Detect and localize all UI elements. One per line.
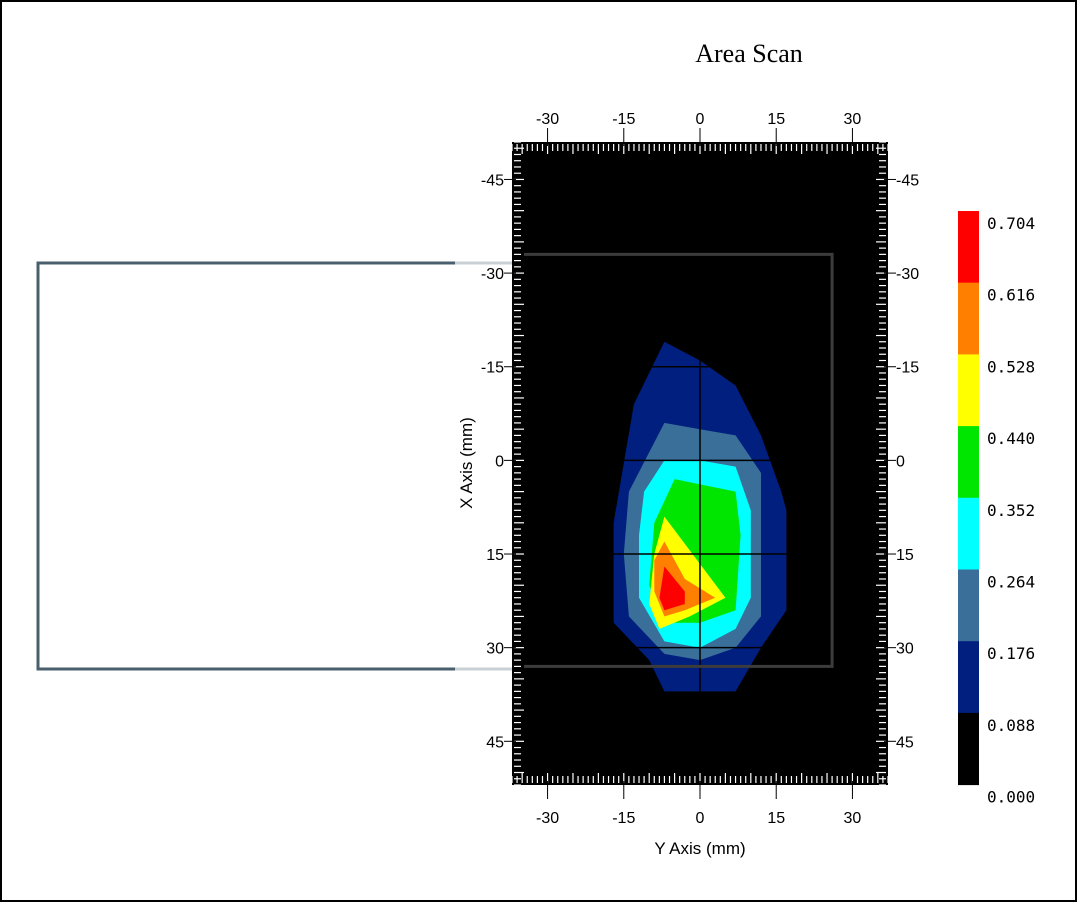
x-tick-label-bottom: 15 bbox=[767, 810, 785, 827]
y-tick-label-right: -45 bbox=[896, 172, 919, 189]
colorbar-label: 0.528 bbox=[987, 357, 1035, 376]
x-tick-label-bottom: 30 bbox=[844, 810, 862, 827]
y-tick-label-right: -15 bbox=[896, 360, 919, 377]
y-tick-label-left: -15 bbox=[481, 360, 504, 377]
y-tick-label-right: 45 bbox=[896, 734, 914, 751]
x-tick-label-bottom: 0 bbox=[696, 810, 705, 827]
y-tick-label-right: 0 bbox=[896, 453, 905, 470]
x-tick-label-top: -30 bbox=[536, 111, 559, 128]
colorbar-swatch bbox=[958, 426, 979, 499]
colorbar-label: 0.352 bbox=[987, 501, 1035, 520]
y-tick-label-left: 45 bbox=[486, 734, 504, 751]
colorbar-label: 0.176 bbox=[987, 644, 1035, 663]
y-tick-label-right: 30 bbox=[896, 641, 914, 658]
y-tick-label-left: 0 bbox=[495, 453, 504, 470]
colorbar-swatch bbox=[958, 641, 979, 714]
colorbar: 0.704 0.616 0.528 0.440 0.352 0.264 0.176 0.088… bbox=[958, 211, 1035, 807]
x-tick-label-bottom: -15 bbox=[612, 810, 635, 827]
colorbar-swatch bbox=[958, 354, 979, 427]
chart-title: Area Scan bbox=[695, 39, 803, 68]
y-tick-label-right: -30 bbox=[896, 266, 919, 283]
colorbar-label: 0.000 bbox=[987, 788, 1035, 807]
y-tick-label-left: -30 bbox=[481, 266, 504, 283]
tick-strip-right bbox=[876, 142, 888, 785]
colorbar-label: 0.704 bbox=[987, 214, 1035, 233]
y-tick-label-left: 15 bbox=[486, 547, 504, 564]
tick-strip-left bbox=[512, 142, 524, 785]
colorbar-swatch bbox=[958, 569, 979, 642]
x-tick-label-top: 0 bbox=[696, 111, 705, 128]
y-tick-label-left: 30 bbox=[486, 641, 504, 658]
colorbar-label: 0.264 bbox=[987, 573, 1035, 592]
y-axis-label: X Axis (mm) bbox=[457, 417, 476, 509]
y-tick-label-left: -45 bbox=[481, 172, 504, 189]
x-tick-label-top: 15 bbox=[767, 111, 785, 128]
colorbar-swatch bbox=[958, 282, 979, 355]
colorbar-swatch bbox=[958, 712, 979, 786]
x-axis-label: Y Axis (mm) bbox=[654, 839, 745, 858]
tick-labels: -30 -30 -15 -15 0 0 15 15 30 30 -45 -45 -30 -30 -15 -15… bbox=[481, 111, 919, 827]
x-tick-label-top: 30 bbox=[844, 111, 862, 128]
y-tick-label-right: 15 bbox=[896, 547, 914, 564]
tick-marks bbox=[504, 128, 896, 799]
x-tick-label-bottom: -30 bbox=[536, 810, 559, 827]
colorbar-swatch bbox=[958, 211, 979, 284]
x-tick-label-top: -15 bbox=[612, 111, 635, 128]
grid-lines bbox=[613, 341, 787, 698]
colorbar-label: 0.088 bbox=[987, 716, 1035, 735]
colorbar-label: 0.616 bbox=[987, 286, 1035, 305]
contour-level-6 bbox=[659, 566, 685, 611]
colorbar-swatch bbox=[958, 497, 979, 570]
phantom-outline bbox=[36, 261, 512, 671]
colorbar-label: 0.440 bbox=[987, 429, 1035, 448]
